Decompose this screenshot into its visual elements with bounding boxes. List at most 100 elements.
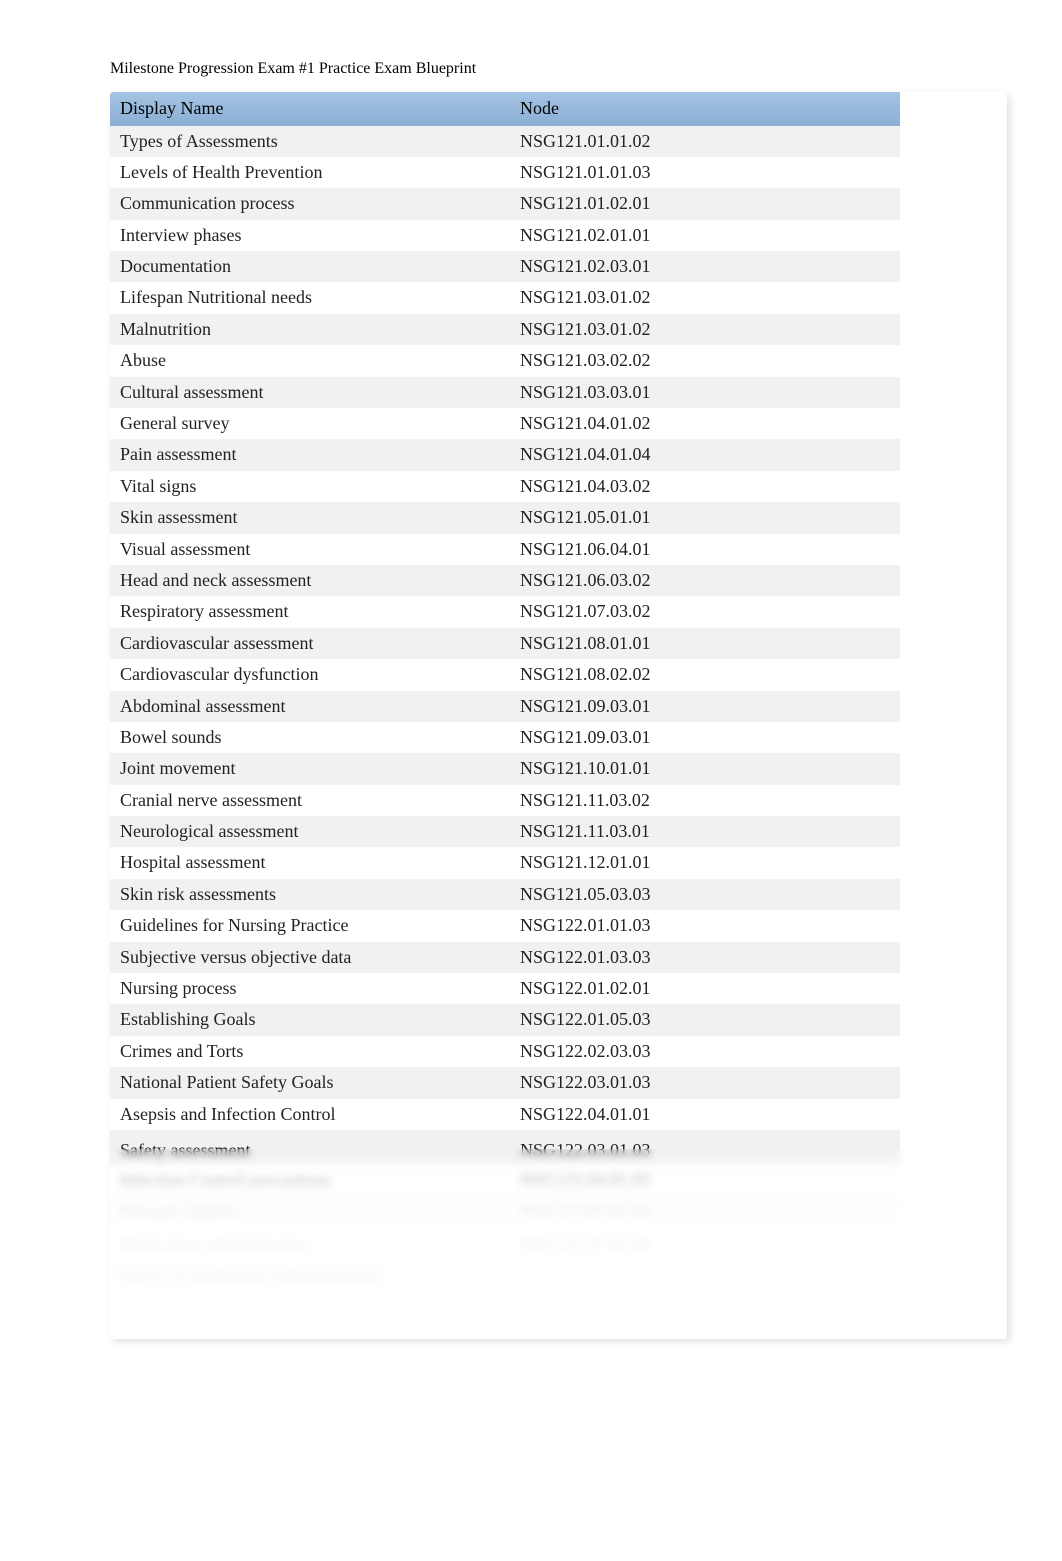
cell-node: NSG122.04.01.01 [510,1099,900,1130]
cell-display-name: Head and neck assessment [110,565,510,596]
cell-node [510,1291,900,1299]
cell-display-name: Pain assessment [110,439,510,470]
cell-display-name: Abuse [110,345,510,376]
cell-display-name: Infection Control precautions [110,1166,510,1197]
cell-node: NSG121.03.01.02 [510,282,900,313]
cell-node: NSG121.08.01.01 [510,628,900,659]
table-row: Skin risk assessmentsNSG121.05.03.03 [110,879,900,910]
cell-display-name: Guidelines for Nursing Practice [110,910,510,941]
cell-display-name: Joint movement [110,753,510,784]
table-row: Levels of Health PreventionNSG121.01.01.… [110,157,900,188]
cell-node: NSG122.04.01.03 [510,1166,900,1197]
cell-node: NSG121.02.03.01 [510,251,900,282]
cell-display-name [110,1299,510,1307]
cell-node: NSG121.03.02.02 [510,345,900,376]
cell-display-name [110,1331,510,1339]
cell-display-name: Visual assessment [110,534,510,565]
table-row: Hospital assessmentNSG121.12.01.01 [110,847,900,878]
cell-node [510,1323,900,1331]
table-row: Establishing GoalsNSG122.01.05.03 [110,1004,900,1035]
cell-display-name: Levels of Health Prevention [110,157,510,188]
cell-display-name: Asepsis and Infection Control [110,1099,510,1130]
cell-node: NSG121.01.02.01 [510,188,900,219]
cell-display-name: Documentation [110,251,510,282]
cell-node: NSG121.04.01.02 [510,408,900,439]
table-row: Joint movementNSG121.10.01.01 [110,753,900,784]
table-row: MalnutritionNSG121.03.01.02 [110,314,900,345]
cell-display-name: Cardiovascular dysfunction [110,659,510,690]
cell-node: NSG121.09.03.01 [510,722,900,753]
cell-node: NSG121.04.03.02 [510,471,900,502]
table-row: Pressure injuriesNSG122.05.01.04 [110,1197,900,1228]
table-row: Guidelines for Nursing PracticeNSG122.01… [110,910,900,941]
cell-node [510,1315,900,1323]
table-row [110,1331,900,1339]
page-title: Milestone Progression Exam #1 Practice E… [110,60,1007,78]
cell-node: NSG121.06.04.01 [510,534,900,565]
table-row: Skin assessmentNSG121.05.01.01 [110,502,900,533]
cell-display-name: General survey [110,408,510,439]
cell-node: NSG122.01.05.03 [510,1004,900,1035]
table-header-row: Display Name Node [110,92,900,126]
cell-node: NSG122.01.01.03 [510,910,900,941]
cell-node [510,1260,900,1291]
cell-display-name: Communication process [110,188,510,219]
cell-node: NSG122.07.02.04 [510,1229,900,1260]
cell-display-name [110,1307,510,1315]
table-row: Neurological assessmentNSG121.11.03.01 [110,816,900,847]
cell-display-name: Subjective versus objective data [110,942,510,973]
cell-node: NSG121.12.01.01 [510,847,900,878]
table-row: Safety in medication administration [110,1260,900,1291]
cell-node: NSG122.01.02.01 [510,973,900,1004]
table-row: Cultural assessmentNSG121.03.03.01 [110,377,900,408]
table-row [110,1307,900,1315]
cell-node: NSG122.01.03.03 [510,942,900,973]
cell-display-name: Safety assessment [110,1130,510,1166]
cell-node: NSG121.07.03.02 [510,596,900,627]
cell-display-name: Cranial nerve assessment [110,785,510,816]
cell-node [510,1299,900,1307]
cell-display-name: Nursing process [110,973,510,1004]
table-row: AbuseNSG121.03.02.02 [110,345,900,376]
cell-display-name: Skin risk assessments [110,879,510,910]
cell-display-name [110,1323,510,1331]
table-row: Interview phasesNSG121.02.01.01 [110,220,900,251]
cell-display-name: Neurological assessment [110,816,510,847]
cell-display-name: Safety in medication administration [110,1260,510,1291]
table-row: DocumentationNSG121.02.03.01 [110,251,900,282]
table-row [110,1323,900,1331]
table-row: Cardiovascular assessmentNSG121.08.01.01 [110,628,900,659]
cell-node: NSG121.05.03.03 [510,879,900,910]
cell-display-name: National Patient Safety Goals [110,1067,510,1098]
cell-display-name: Abdominal assessment [110,691,510,722]
cell-display-name: Types of Assessments [110,126,510,157]
blueprint-table: Display Name Node Types of AssessmentsNS… [110,92,900,1339]
cell-node: NSG121.05.01.01 [510,502,900,533]
cell-display-name: Cardiovascular assessment [110,628,510,659]
cell-node: NSG122.02.03.03 [510,1036,900,1067]
table-body: Types of AssessmentsNSG121.01.01.02Level… [110,126,900,1339]
cell-node: NSG121.04.01.04 [510,439,900,470]
cell-display-name: Skin assessment [110,502,510,533]
table-row [110,1291,900,1299]
table-row: Safety assessmentNSG122.03.01.03 [110,1130,900,1166]
blueprint-table-wrapper: Display Name Node Types of AssessmentsNS… [110,92,1007,1339]
cell-node [510,1331,900,1339]
cell-display-name: Crimes and Torts [110,1036,510,1067]
cell-node: NSG121.06.03.02 [510,565,900,596]
table-row: Abdominal assessmentNSG121.09.03.01 [110,691,900,722]
table-row: Nursing processNSG122.01.02.01 [110,973,900,1004]
cell-node: NSG121.11.03.02 [510,785,900,816]
cell-node: NSG121.03.01.02 [510,314,900,345]
table-row: Cranial nerve assessmentNSG121.11.03.02 [110,785,900,816]
cell-node: NSG121.03.03.01 [510,377,900,408]
cell-display-name: Malnutrition [110,314,510,345]
table-row: Lifespan Nutritional needsNSG121.03.01.0… [110,282,900,313]
cell-display-name: Vital signs [110,471,510,502]
table-row: Communication processNSG121.01.02.01 [110,188,900,219]
cell-display-name: Lifespan Nutritional needs [110,282,510,313]
table-row [110,1299,900,1307]
table-row: Types of AssessmentsNSG121.01.01.02 [110,126,900,157]
table-row: Head and neck assessmentNSG121.06.03.02 [110,565,900,596]
table-row: Visual assessmentNSG121.06.04.01 [110,534,900,565]
